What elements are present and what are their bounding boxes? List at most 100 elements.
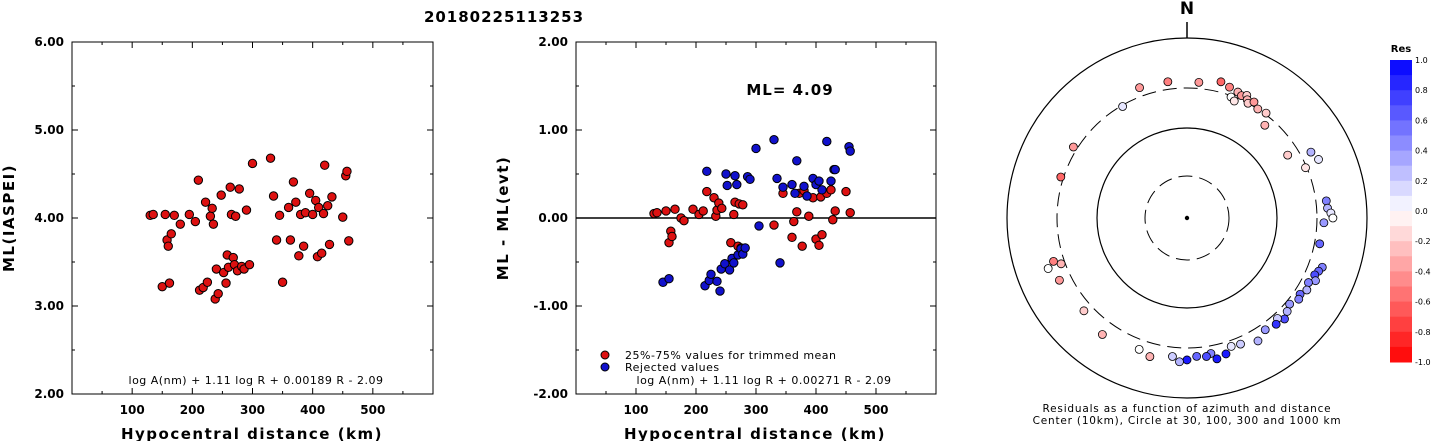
residual-data-point: [802, 191, 812, 201]
polar-data-point: [1306, 147, 1316, 157]
ml-data-point: [160, 209, 170, 220]
polar-data-point: [1260, 120, 1270, 130]
polar-data-point: [1225, 82, 1234, 92]
ml-data-point: [193, 175, 204, 185]
residual-data-point: [698, 206, 708, 216]
ml-data-point: [184, 209, 195, 220]
residual-data-point: [738, 200, 748, 210]
residual-data-point: [724, 265, 735, 275]
x-tick-label: 500: [360, 403, 385, 417]
north-label: N: [1180, 0, 1194, 19]
ml-data-point: [200, 197, 211, 207]
ml-data-point: [241, 205, 252, 215]
polar-data-point: [1163, 77, 1173, 87]
polar-caption-line1: Residuals as a function of azimuth and d…: [1043, 403, 1332, 415]
ml-data-point: [342, 166, 352, 177]
colorbar-tick-label: 0.2: [1415, 177, 1428, 186]
ml-chart-ticks: 100 200 300 400 500 2.00 3.00 4.00 5.00 6.00: [34, 35, 433, 417]
ml-data-point: [164, 278, 175, 288]
residual-data-point: [799, 181, 809, 192]
residual-data-point: [729, 209, 739, 220]
colorbar-tick-label: 0.8: [1415, 86, 1428, 95]
residual-chart-points: [649, 134, 855, 296]
residual-data-point: [845, 146, 855, 156]
polar-data-point: [1236, 339, 1245, 349]
x-tick-label: 100: [623, 403, 648, 417]
residual-data-point: [845, 208, 855, 218]
polar-data-point: [1134, 344, 1144, 354]
ring-100km: [1096, 127, 1278, 309]
ml-data-point: [316, 248, 327, 258]
residual-data-point: [751, 143, 761, 154]
polar-data-point: [1315, 239, 1325, 249]
ml-chart-xlabel: Hypocentral distance (km): [121, 425, 383, 441]
polar-data-point: [1056, 172, 1066, 182]
residual-data-point: [792, 207, 802, 217]
ml-data-point: [216, 190, 226, 200]
legend-marker-rejected: [600, 362, 610, 372]
ml-data-point: [225, 182, 235, 192]
residual-data-point: [830, 164, 840, 175]
ml-data-point: [323, 200, 333, 211]
polar-data-point: [1221, 349, 1231, 359]
residual-data-point: [702, 186, 712, 197]
y-tick-label: 2.00: [34, 387, 64, 401]
ml-data-point: [285, 235, 296, 245]
colorbar-tick-label: 1.0: [1415, 56, 1428, 65]
ml-data-point: [313, 202, 324, 213]
residual-data-point: [715, 286, 725, 296]
residual-data-point: [717, 203, 727, 214]
ml-data-point: [274, 210, 285, 221]
ml-data-point: [148, 209, 158, 220]
ml-chart-ylabel: ML(IASPEI): [0, 164, 18, 272]
ml-data-point: [169, 210, 179, 221]
colorbar-cell: [1390, 90, 1412, 106]
residual-data-point: [814, 176, 824, 186]
colorbar-cell: [1390, 180, 1412, 197]
ml-data-point: [320, 160, 330, 170]
polar-data-point: [1056, 259, 1066, 269]
residual-data-point: [722, 180, 732, 191]
ml-data-point: [207, 203, 217, 214]
residual-chart-formula: log A(nm) + 1.11 log R + 0.00271 R - 2.0…: [637, 374, 892, 387]
ml-data-point: [234, 184, 244, 194]
legend-marker-accepted: [600, 350, 610, 360]
colorbar-cell: [1390, 60, 1412, 76]
colorbar-cell: [1390, 331, 1412, 348]
colorbar-tick-label: -0.6: [1415, 298, 1431, 307]
ml-data-point: [307, 209, 318, 220]
polar-data-point: [1304, 278, 1313, 287]
polar-data-point: [1282, 307, 1292, 316]
residual-data-point: [754, 221, 764, 231]
polar-data-point: [1229, 96, 1239, 106]
y-tick-label: 3.00: [34, 299, 64, 313]
colorbar-cells: [1390, 60, 1412, 363]
colorbar-cell: [1390, 120, 1412, 136]
ml-data-point: [277, 277, 288, 287]
polar-data-point: [1118, 102, 1128, 111]
residual-data-point: [822, 136, 832, 147]
ml-data-point: [344, 236, 354, 246]
y-tick-label: 2.00: [538, 35, 568, 49]
polar-data-point: [1212, 354, 1222, 364]
ml-data-point: [175, 219, 186, 229]
colorbar-cell: [1390, 346, 1412, 363]
y-tick-label: 4.00: [34, 211, 64, 225]
ml-annotation: ML= 4.09: [746, 81, 833, 99]
ml-data-point: [318, 208, 329, 219]
colorbar-cell: [1390, 195, 1412, 212]
residual-data-point: [740, 243, 750, 253]
ml-data-point: [265, 153, 276, 163]
ml-data-point: [271, 235, 282, 245]
colorbar-cell: [1390, 75, 1412, 91]
polar-data-point: [1253, 104, 1263, 114]
polar-data-point: [1260, 325, 1270, 335]
polar-data-point: [1294, 294, 1304, 304]
polar-data-point: [1271, 319, 1281, 329]
polar-data-point: [1135, 83, 1144, 93]
residual-chart: 100 200 300 400 500 -2.00 -1.00 0.00 1.00 2.00 ML…: [494, 35, 937, 441]
ml-data-point: [190, 216, 201, 227]
ml-chart-formula: log A(nm) + 1.11 log R + 0.00189 R - 2.0…: [129, 374, 384, 387]
residual-data-point: [769, 220, 779, 230]
ring-300km: [1056, 87, 1318, 349]
